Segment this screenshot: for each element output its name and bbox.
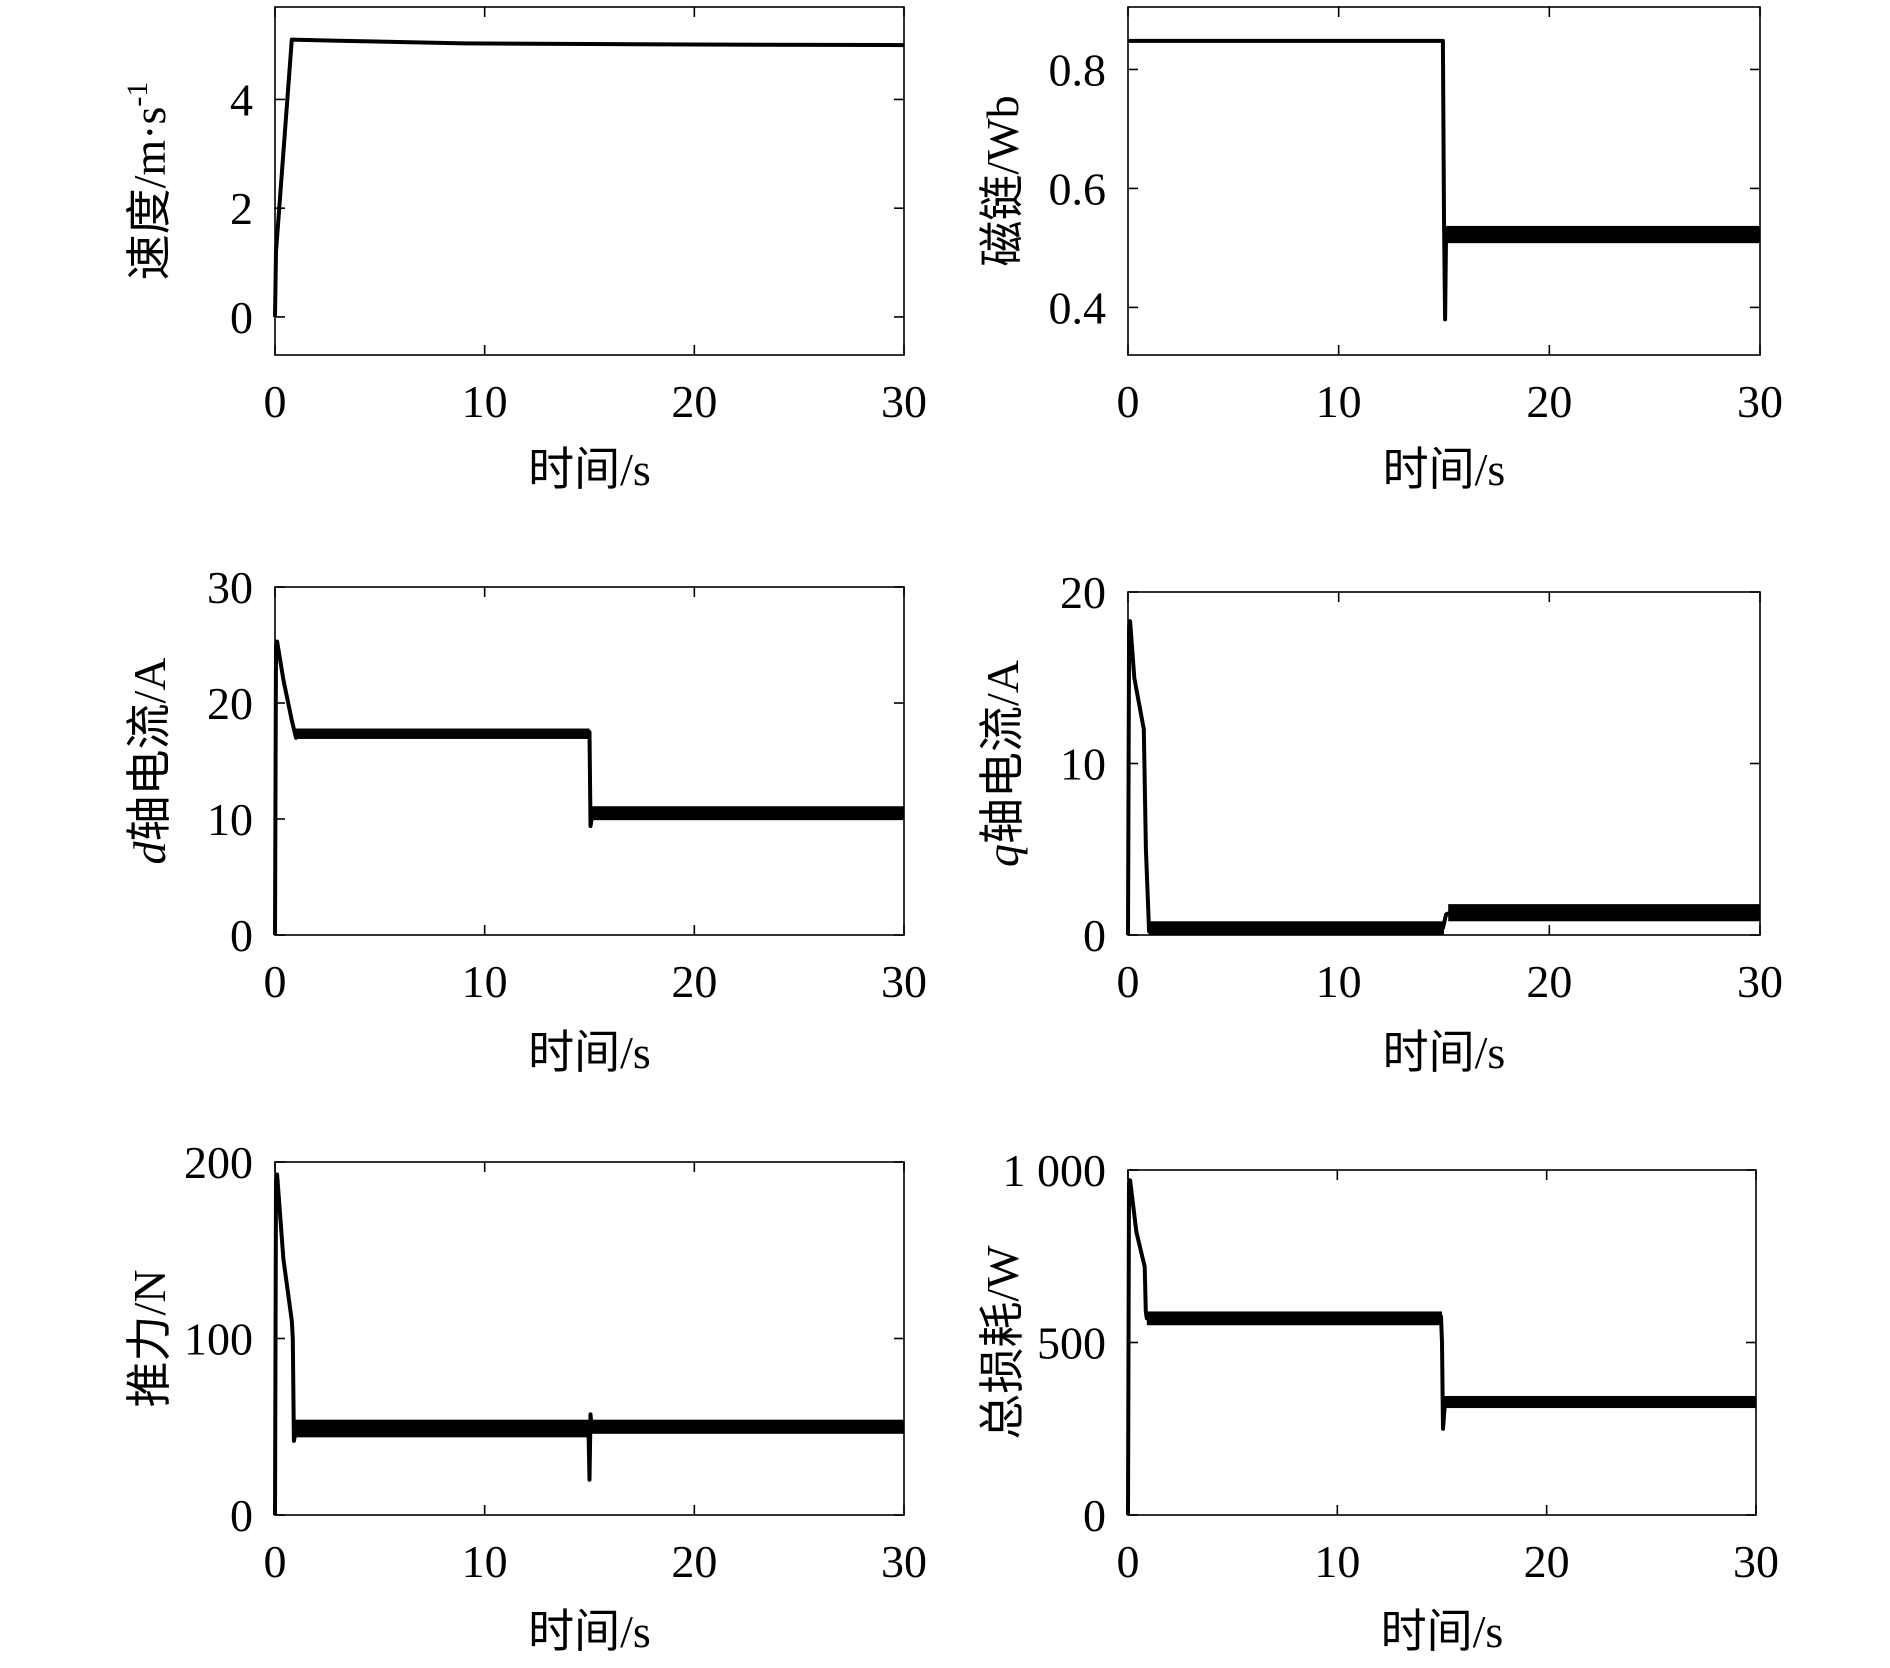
y-tick-label: 200 (184, 1137, 253, 1188)
y-axis-title-text: 推力/N (124, 1270, 175, 1408)
y-axis-title: 速度/m·s-1 (121, 82, 175, 281)
y-tick-label: 2 (230, 183, 253, 234)
x-tick-label: 0 (1117, 956, 1140, 1007)
y-tick-label: 100 (184, 1314, 253, 1365)
x-tick-label: 30 (1733, 1536, 1779, 1587)
x-tick-label: 30 (881, 376, 927, 427)
series-line (1126, 1178, 1448, 1516)
y-axis-title: d轴电流/A (124, 658, 175, 865)
x-tick-label: 10 (462, 1536, 508, 1587)
x-axis-title: 时间/s (1381, 1606, 1504, 1657)
y-tick-label: 20 (207, 678, 253, 729)
ripple-band (590, 1419, 904, 1434)
plot-frame (274, 6, 905, 356)
x-tick-label: 30 (881, 1536, 927, 1587)
chart-panel-1: 0 10 20 30 0 2 4 时间/s 速度/m·s-1 (121, 6, 927, 495)
x-tick-label: 30 (1737, 956, 1783, 1007)
chart-panel-2: 0 10 20 30 0.4 0.6 0.8 时间/s 磁链/Wb (977, 6, 1783, 495)
plot-frame (1127, 6, 1761, 356)
y-axis-title-text: 磁链/Wb (977, 95, 1028, 266)
chart-panel-6: 0 10 20 30 0 500 1 000 时间/s 总损耗/W (977, 1145, 1779, 1657)
x-tick-label: 10 (1314, 1536, 1360, 1587)
x-axis-title: 时间/s (528, 1027, 651, 1078)
y-axis-title: q轴电流/A (977, 660, 1028, 867)
series-line (1126, 619, 1452, 936)
y-tick-label: 0 (230, 292, 253, 343)
y-tick-label: 1 000 (1003, 1145, 1107, 1196)
x-tick-label: 20 (1526, 956, 1572, 1007)
y-axis-title: 总损耗/W (977, 1245, 1028, 1440)
y-tick-label: 0 (1083, 1490, 1106, 1541)
x-tick-label: 20 (1524, 1536, 1570, 1587)
x-tick-label: 10 (1316, 956, 1362, 1007)
series-line (1128, 38, 1450, 322)
y-axis-title-text: 速度/m·s (124, 107, 175, 281)
series-line (273, 639, 595, 936)
y-axis-title-prefix: d (124, 841, 175, 865)
y-axis-title-sup: -1 (121, 82, 154, 107)
x-axis-title: 时间/s (528, 444, 651, 495)
x-tick-label: 10 (1316, 376, 1362, 427)
y-tick-label: 0.4 (1049, 282, 1107, 333)
chart-panel-5: 0 10 20 30 0 100 200 时间/s 推力/N (124, 1137, 927, 1657)
y-tick-label: 0 (230, 1490, 253, 1541)
series-line (273, 1172, 594, 1516)
x-tick-label: 30 (881, 956, 927, 1007)
x-tick-label: 10 (462, 956, 508, 1007)
x-tick-label: 0 (264, 956, 287, 1007)
x-tick-label: 0 (264, 1536, 287, 1587)
plot-frame (1127, 591, 1761, 936)
y-axis-title: 磁链/Wb (977, 95, 1028, 266)
y-axis-title: 推力/N (124, 1270, 175, 1408)
y-tick-label: 0.8 (1049, 44, 1107, 95)
chart-panel-3: 0 10 20 30 0 10 20 30 时间/s d轴电流/A (124, 562, 927, 1078)
x-tick-label: 30 (1737, 376, 1783, 427)
ripple-band (1443, 1395, 1756, 1409)
x-axis-title: 时间/s (528, 1606, 651, 1657)
x-tick-label: 0 (1117, 376, 1140, 427)
x-tick-label: 20 (671, 1536, 717, 1587)
y-axis-title-text: 轴电流/A (977, 660, 1028, 844)
x-axis-title: 时间/s (1383, 1027, 1506, 1078)
chart-panel-4: 0 10 20 30 0 10 20 时间/s q轴电流/A (977, 567, 1783, 1078)
x-tick-label: 20 (671, 376, 717, 427)
ripple-band (1446, 225, 1760, 244)
y-tick-label: 0 (1083, 910, 1106, 961)
y-tick-label: 20 (1060, 567, 1106, 618)
y-tick-label: 30 (207, 562, 253, 613)
series-line (273, 37, 905, 317)
x-tick-label: 10 (462, 376, 508, 427)
x-tick-label: 20 (1526, 376, 1572, 427)
x-tick-label: 0 (1117, 1536, 1140, 1587)
y-axis-title-text: 轴电流/A (124, 658, 175, 842)
ripple-band (1448, 904, 1760, 922)
y-axis-title-prefix: q (977, 844, 1028, 867)
y-tick-label: 10 (207, 794, 253, 845)
y-axis-title-text: 总损耗/W (977, 1245, 1028, 1440)
x-tick-label: 20 (671, 956, 717, 1007)
x-tick-label: 0 (264, 376, 287, 427)
y-tick-label: 0 (230, 910, 253, 961)
y-tick-label: 500 (1037, 1318, 1106, 1369)
y-tick-label: 4 (230, 74, 253, 125)
y-tick-label: 10 (1060, 739, 1106, 790)
y-tick-label: 0.6 (1049, 163, 1107, 214)
x-axis-title: 时间/s (1383, 444, 1506, 495)
ripple-band (590, 806, 904, 821)
